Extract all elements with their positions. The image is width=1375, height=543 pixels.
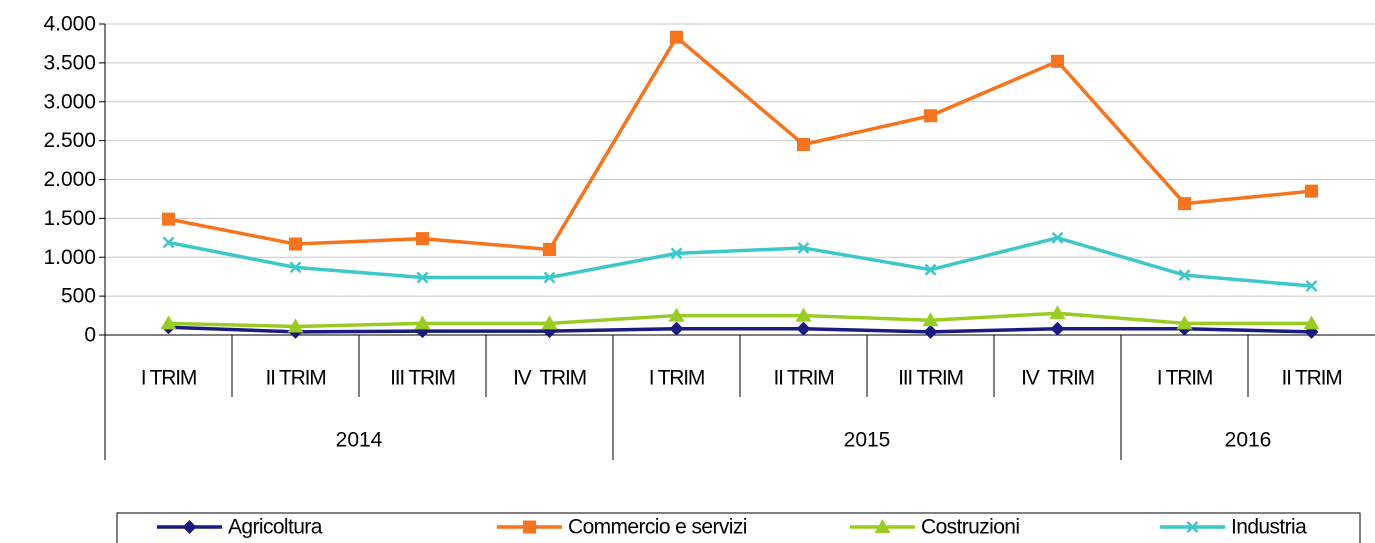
data-point <box>543 271 556 284</box>
group-label: 2016 <box>1225 429 1272 452</box>
group-label: 2015 <box>844 429 891 452</box>
data-point <box>287 318 304 333</box>
series-line <box>168 325 1312 334</box>
data-point <box>797 242 810 254</box>
series-line <box>168 35 1312 252</box>
data-point <box>922 312 939 327</box>
data-point <box>669 321 684 336</box>
x-tick-label: II TRIM <box>773 367 833 390</box>
x-tick-label: II TRIM <box>265 367 325 390</box>
data-point <box>670 247 683 260</box>
legend-box <box>116 512 1361 543</box>
x-tick-label: I TRIM <box>649 367 704 390</box>
legend-label: Commercio e servizi <box>568 516 747 539</box>
y-tick-label: 3.500 <box>43 51 96 74</box>
data-point <box>1178 197 1191 211</box>
x-tick-label: III TRIM <box>390 367 455 390</box>
data-point <box>924 263 937 276</box>
data-point <box>795 307 812 322</box>
data-point <box>416 232 429 246</box>
data-point <box>162 236 175 249</box>
x-tick-label: IV TRIM <box>513 367 586 390</box>
legend-label: Costruzioni <box>921 516 1019 539</box>
data-point <box>543 242 556 256</box>
data-point <box>924 109 937 123</box>
data-point <box>289 237 302 251</box>
data-point <box>1303 315 1320 330</box>
legend-marker <box>182 520 197 534</box>
y-tick-label: 0 <box>84 324 96 347</box>
data-point <box>1178 269 1191 282</box>
data-point <box>1051 231 1064 244</box>
data-point <box>162 212 175 226</box>
data-point <box>797 138 810 152</box>
y-tick-label: 3.000 <box>43 90 96 113</box>
y-tick-label: 4.000 <box>43 13 96 36</box>
data-point <box>1305 280 1318 292</box>
y-tick-label: 2.000 <box>43 168 96 191</box>
data-point <box>1176 315 1193 330</box>
data-point <box>416 271 429 284</box>
y-tick-label: 1.500 <box>43 207 96 230</box>
legend-label: Industria <box>1231 516 1307 539</box>
data-point <box>1051 54 1064 68</box>
data-point <box>923 324 938 339</box>
series-line <box>168 311 1312 329</box>
x-tick-label: III TRIM <box>898 367 963 390</box>
x-tick-label: IV TRIM <box>1021 367 1094 390</box>
legend-marker <box>874 519 891 533</box>
data-point <box>1050 321 1065 336</box>
data-point <box>289 261 302 274</box>
x-tick-label: II TRIM <box>1281 367 1341 390</box>
legend-marker <box>1186 521 1199 533</box>
legend-marker <box>523 520 536 534</box>
x-tick-label: I TRIM <box>1157 367 1212 390</box>
y-tick-label: 1.000 <box>43 246 96 269</box>
x-tick-label: I TRIM <box>141 367 196 390</box>
data-point <box>414 315 431 330</box>
data-point <box>668 307 685 322</box>
data-point <box>1049 305 1066 320</box>
data-point <box>1305 184 1318 198</box>
y-tick-label: 500 <box>61 285 96 308</box>
series-line <box>168 236 1312 288</box>
data-point <box>541 315 558 330</box>
legend-label: Agricoltura <box>228 516 323 539</box>
data-point <box>796 321 811 336</box>
data-point <box>670 30 683 44</box>
group-label: 2014 <box>336 429 383 452</box>
y-tick-label: 2.500 <box>43 129 96 152</box>
data-point <box>160 315 177 330</box>
